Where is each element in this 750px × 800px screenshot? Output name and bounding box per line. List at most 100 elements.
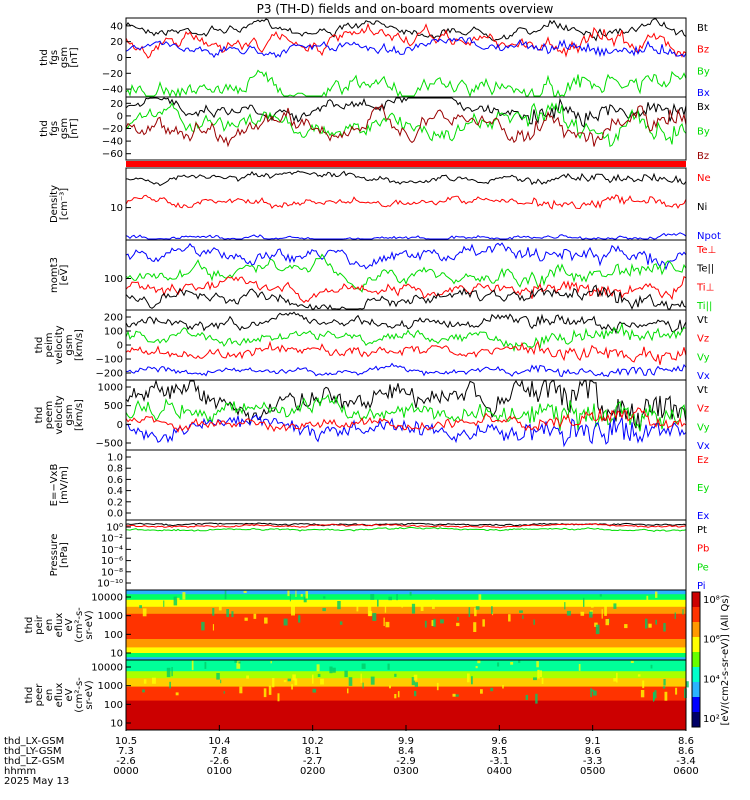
spectrogram-cell [508,614,511,622]
vy-series-line [125,321,687,353]
spectrogram-cell [475,606,480,610]
x-tick-value: 8.6 [585,746,601,757]
x-tick-value: 7.8 [211,746,227,757]
y-axis-label: [mV/m] [59,466,70,504]
spectrogram-cell [368,611,373,617]
spectrogram-cell [356,604,359,612]
spectrogram-cell [166,667,171,678]
y-tick-label: 0.8 [107,464,123,475]
spectrogram-cell [289,594,291,602]
spectrogram-cell [347,688,349,694]
spectrogram-cell [182,592,186,600]
spectrogram-cell [475,666,478,669]
y-axis-label: sr-eV) [84,610,95,639]
spectrogram-cell [287,590,290,597]
spectrogram-cell [231,611,234,618]
spectrogram-cell [169,681,171,689]
spectrogram-cell [370,594,375,600]
y-axis-label: (cm²-s- [74,607,85,643]
y-tick-label: 10000 [91,663,123,674]
panel-frame [125,519,687,591]
x-tick-value: 9.9 [398,736,414,747]
spectrogram-cell [303,596,307,603]
spectrogram-cell [139,605,142,609]
spectrogram-cell [220,679,222,684]
spectrogram-cell [332,667,336,673]
panel-frame [125,449,687,521]
vx-series-line [125,362,687,378]
y-axis-label: fgs [49,121,60,136]
spectrogram-cell [201,621,205,631]
spectrogram-cell [480,689,483,694]
panel-frame [125,379,687,451]
legend-entry: Te|| [696,264,714,275]
spectrogram-cell [664,691,668,701]
x-tick-value: 10.5 [115,736,137,747]
y-axis-label: [eV] [59,265,70,286]
spectrogram-cell [535,693,538,704]
spectrogram-cell [518,660,521,663]
panel-11: 10000 1000 100 10 thd peer en eflux eV (cm²-s-sr-… [24,659,689,731]
y-tick-label: 1.0 [107,453,123,464]
spectrogram-cell [142,608,147,617]
spectrogram-cell [642,680,645,689]
x-tick-value: 8.6 [678,736,694,747]
colorbar-segment [692,682,700,698]
spectrogram-cell [655,619,657,625]
spectrogram-cell [653,693,655,702]
spectrogram-band [126,594,686,601]
legend-entry: Ni [697,202,707,213]
pb-series-line [125,523,687,529]
spectrogram-cell [268,685,272,695]
y-axis-label: thd [34,337,45,354]
spectrogram-cell [234,660,238,663]
x-tick-value: -2.9 [396,756,416,767]
colorbar-tick-label: 10⁴ [703,674,720,685]
y-axis-label: gsm [59,47,70,68]
spectrogram-cell [420,601,424,611]
y-axis-label: mom̲t3 [49,257,60,293]
x-tick-value: 8.4 [398,746,414,757]
y-axis-label: gsm [64,334,75,355]
colorbar-label: [eV/(cm2-s-sr-eV)] (All Qs) [720,594,731,725]
x-tick-value: 0200 [300,766,325,777]
bt-series-line [125,18,687,42]
spectrogram-cell [654,690,657,699]
spectrogram-cell [173,596,178,606]
y-axis-label: Density [49,185,60,223]
colorbar-tick-label: 10⁸ [703,595,720,606]
spectrogram-cell [291,684,293,690]
y-tick-label: 1000 [98,611,123,622]
spectrogram-cell [637,674,641,677]
spectrogram-cell [648,623,652,628]
x-tick-value: 0500 [580,766,605,777]
vt-series-line [125,379,687,431]
y-axis-label: sr-eV) [84,680,95,709]
spectrogram-cell [264,617,268,624]
spectrogram-band [126,678,686,688]
spectrogram-cell [578,664,581,671]
colorbar-group: 10⁸ 10⁶ 10⁴ 10² [eV/(cm2-s-sr-eV)] (All Qs) [691,591,731,728]
spectrogram-cell [456,622,460,627]
spectrogram-cell [322,607,326,612]
spectrogram-cell [454,694,459,697]
spectrogram-cell [539,670,542,678]
y-tick-label: 20 [110,37,123,48]
spectrogram-cell [387,663,390,670]
y-axis-label: [km/s] [74,399,85,431]
y-axis-label: [nT] [69,118,80,138]
x-tick-value: 7.3 [118,746,134,757]
spectrogram-cell [477,660,481,664]
spectrogram-cell [431,620,435,626]
spectrogram-cell [474,607,477,617]
y-tick-label: 40 [110,21,123,32]
panel-2: 200 −20 −40−60 thd fgs gsm [nT] Bx By Bz [39,96,710,162]
spectrogram-cell [317,673,321,677]
spectrogram-cell [564,602,566,610]
spectrogram-cell [613,603,617,609]
spectrogram-cell [292,674,296,681]
spectrogram-cell [452,693,456,697]
spectrogram-cell [662,686,666,689]
row-label: thd_LX-GSM [4,736,64,747]
